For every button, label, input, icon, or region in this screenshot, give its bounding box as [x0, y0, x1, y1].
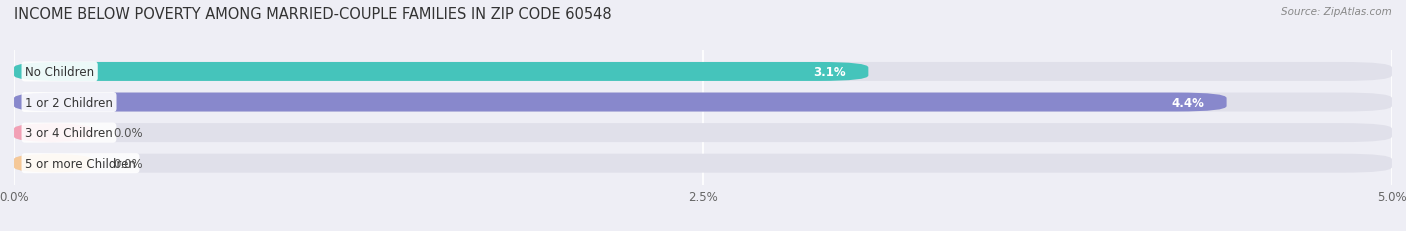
FancyBboxPatch shape — [14, 154, 91, 173]
Text: 4.4%: 4.4% — [1171, 96, 1205, 109]
FancyBboxPatch shape — [14, 124, 1392, 143]
Text: INCOME BELOW POVERTY AMONG MARRIED-COUPLE FAMILIES IN ZIP CODE 60548: INCOME BELOW POVERTY AMONG MARRIED-COUPL… — [14, 7, 612, 22]
Text: 3 or 4 Children: 3 or 4 Children — [25, 127, 112, 140]
Text: 0.0%: 0.0% — [114, 157, 143, 170]
FancyBboxPatch shape — [14, 63, 1392, 82]
Text: No Children: No Children — [25, 66, 94, 79]
FancyBboxPatch shape — [14, 154, 1392, 173]
Text: 1 or 2 Children: 1 or 2 Children — [25, 96, 112, 109]
FancyBboxPatch shape — [14, 63, 869, 82]
FancyBboxPatch shape — [14, 93, 1392, 112]
FancyBboxPatch shape — [14, 124, 91, 143]
Text: 0.0%: 0.0% — [114, 127, 143, 140]
FancyBboxPatch shape — [14, 93, 1226, 112]
Text: Source: ZipAtlas.com: Source: ZipAtlas.com — [1281, 7, 1392, 17]
Text: 5 or more Children: 5 or more Children — [25, 157, 136, 170]
Text: 3.1%: 3.1% — [814, 66, 846, 79]
